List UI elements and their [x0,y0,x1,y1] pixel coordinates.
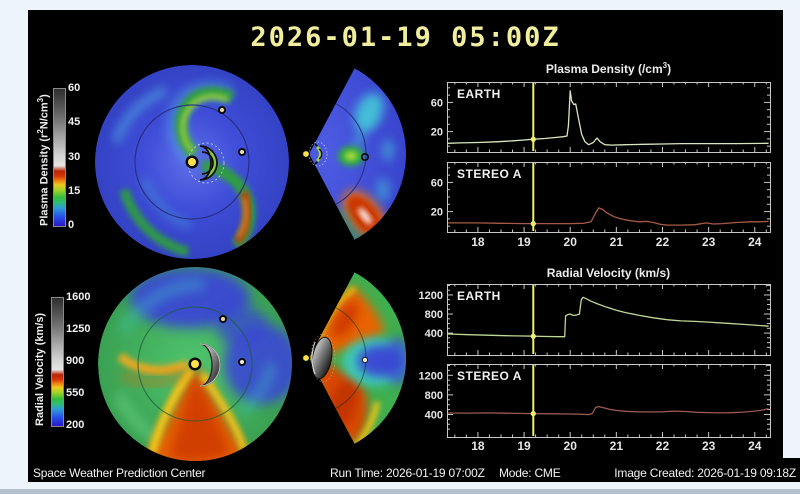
panel-label: EARTH [457,289,501,303]
footer-run-time: Run Time: 2026-01-19 07:00Z [330,466,485,480]
density-colorbar-label: Plasma Density (r2N/cm3) [36,94,51,226]
x-tick-label: 18 [471,235,485,249]
x-tick-label: 21 [610,439,624,453]
earth-marker [361,153,370,162]
window-bottom-strip [0,489,800,494]
data-line [447,90,769,146]
footer-org-name: Space Weather Prediction Center [33,466,206,480]
y-tick-label: 400 [425,328,443,340]
density-colorbar-tick: 60 [68,82,81,94]
data-line [447,296,769,338]
density-meridional-map [301,68,407,240]
y-tick-label: 20 [431,207,443,219]
planet-markers [218,106,246,156]
x-tick-label: 23 [702,235,716,249]
model-timestamp-title: 2026-01-19 05:00Z [250,22,561,53]
y-tick-label: 20 [431,127,443,139]
x-tick-label: 24 [748,235,762,249]
radial-velocity-timeseries: Radial Velocity (km/s) 400 800 1200 EARTH 400… [418,262,778,462]
y-tick-label: 800 [425,390,443,402]
velocity-polar-map [98,267,292,461]
stereo-a-panel [447,364,771,438]
y-tick-label: 1200 [419,370,443,382]
orbit-ring [134,104,250,220]
velocity-colorbar-tick: 1600 [66,291,91,303]
x-tick-label: 21 [610,235,624,249]
x-tick-label: 23 [702,439,716,453]
velocity-chart-svg: Radial Velocity (km/s) 400 800 1200 EARTH 400… [419,266,771,453]
y-tick-label: 60 [431,97,443,109]
y-tick-label: 1200 [419,290,443,302]
footer-mode: Mode: CME [498,466,561,480]
velocity-colorbar [51,297,64,427]
footer-run-info: Run Time: 2026-01-19 07:00Z Mode: CME [330,466,561,480]
density-colorbar-tick: 45 [68,116,81,129]
cme-contour [310,333,336,383]
x-tick-label: 18 [471,439,485,453]
panel-label: STEREO A [457,369,522,383]
density-colorbar-tick: 0 [68,219,75,231]
sun-icon [185,155,199,169]
footer-image-created: Image Created: 2026-01-19 09:18Z [614,466,796,480]
velocity-meridional-map [301,272,407,444]
panel-label: STEREO A [457,167,522,181]
velocity-chart-title: Radial Velocity (km/s) [547,266,670,280]
planet-markers [219,315,246,366]
footer-background-extension [783,458,800,482]
x-tick-label: 19 [517,439,531,453]
x-tick-label: 24 [748,439,762,453]
sun-icon [301,353,311,363]
earth-panel [447,284,771,356]
panel-label: EARTH [457,87,501,101]
density-colorbar-tick: 30 [68,150,81,163]
plasma-density-timeseries: Plasma Density (/cm3) 20 60 EARTH 20 60 STEREO… [418,60,778,260]
x-tick-label: 22 [656,439,670,453]
x-tick-label: 20 [564,235,578,249]
velocity-colorbar-tick: 1250 [66,323,91,335]
x-tick-label: 20 [564,439,578,453]
density-colorbar [53,88,66,227]
velocity-colorbar-tick: 200 [66,419,85,431]
orbit-ring [137,306,253,422]
sun-icon [301,149,311,159]
density-chart-title: Plasma Density (/cm3) [546,61,671,76]
earth-panel [447,82,771,153]
velocity-colorbar-label: Radial Velocity (km/s) [34,312,46,426]
y-tick-label: 60 [431,177,443,189]
stereo-a-panel [447,162,771,233]
cme-ejecta [315,145,322,163]
velocity-colorbar-tick: 550 [66,387,85,399]
earth-marker [361,356,369,364]
y-tick-label: 800 [425,309,443,321]
y-tick-label: 400 [425,409,443,421]
density-chart-svg: Plasma Density (/cm3) 20 60 EARTH 20 60 STEREO… [431,61,771,249]
density-polar-map [95,65,289,259]
density-colorbar-tick: 15 [68,184,81,197]
cme-ejecta [311,336,333,380]
velocity-colorbar-tick: 900 [66,355,85,367]
x-tick-label: 22 [656,235,670,249]
data-line [447,207,769,226]
x-tick-label: 19 [517,235,531,249]
sun-icon [188,357,202,371]
